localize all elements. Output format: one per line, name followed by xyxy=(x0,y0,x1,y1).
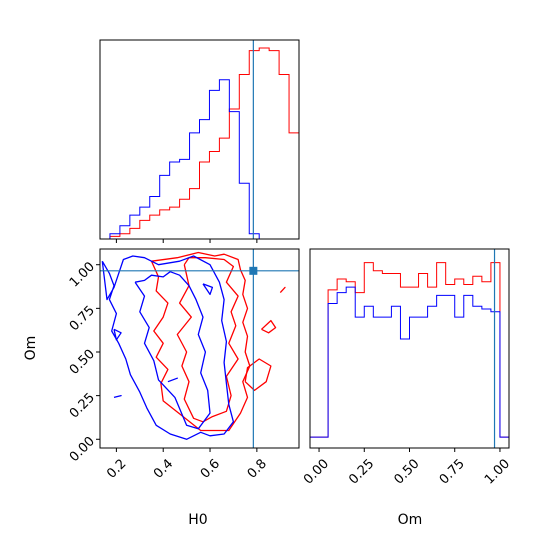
om-x-axis-label: Om xyxy=(398,512,423,528)
joint-xtick-label-0: 0.2 xyxy=(104,456,129,481)
h0-om-joint-panel: 0.2 0.4 0.6 0.8 0.00 0.25 0.50 0.75 1.00 xyxy=(67,248,300,482)
joint-ytick-label-3: 0.75 xyxy=(67,303,98,334)
contour-series-2-level-6 xyxy=(202,283,214,296)
contour-series-2-level-5 xyxy=(167,377,178,383)
joint-frame xyxy=(99,248,300,449)
h0-axis-label: H0 xyxy=(188,512,207,528)
om-marginal-panel: 0.00 0.25 0.50 0.75 1.00 xyxy=(301,248,513,488)
contour-series-2-level-1 xyxy=(101,255,235,440)
contour-series-1-level-1 xyxy=(150,251,251,432)
contour-series-2-level-3 xyxy=(113,328,122,341)
joint-ytick-label-0: 0.00 xyxy=(67,434,98,465)
contour-series-1-level-3 xyxy=(244,358,272,392)
joint-truth-marker xyxy=(249,266,258,275)
contour-series-2-level-4 xyxy=(113,394,122,399)
h0-hist-series-1 xyxy=(100,47,300,240)
om-hist-series-2 xyxy=(309,286,510,448)
contour-series-2-level-2 xyxy=(134,271,211,430)
joint-ytick-label-1: 0.25 xyxy=(67,390,98,421)
om-y-axis-label: Om xyxy=(23,336,39,361)
contour-series-1-level-4 xyxy=(261,319,277,334)
om-marginal-xtick-label-1: 0.25 xyxy=(346,456,377,487)
joint-contours xyxy=(101,251,286,440)
om-marginal-xtick-label-3: 0.75 xyxy=(437,456,468,487)
joint-xtick-label-2: 0.6 xyxy=(198,456,223,481)
h0-hist-series-2 xyxy=(100,79,299,240)
contour-series-1-level-5 xyxy=(279,286,286,294)
joint-xtick-label-3: 0.8 xyxy=(245,456,270,481)
h0-marginal-frame xyxy=(99,39,300,240)
joint-ytick-label-4: 1.00 xyxy=(67,259,98,290)
h0-marginal-panel xyxy=(99,39,300,243)
om-marginal-xtick-label-2: 0.50 xyxy=(391,456,422,487)
joint-ytick-label-2: 0.50 xyxy=(67,347,98,378)
om-hist-series-1 xyxy=(309,262,510,448)
om-marginal-xtick-label-0: 0.00 xyxy=(301,456,332,487)
om-marginal-xtick-label-4: 1.00 xyxy=(482,456,513,487)
joint-xtick-label-1: 0.4 xyxy=(151,456,176,481)
